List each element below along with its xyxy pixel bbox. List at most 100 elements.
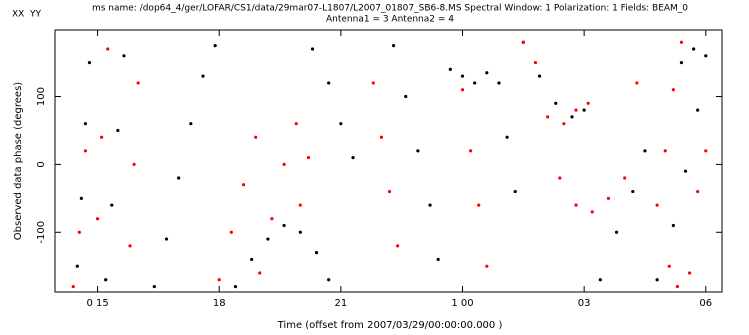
point bbox=[233, 284, 238, 289]
point bbox=[679, 40, 684, 44]
point bbox=[485, 71, 489, 75]
y-tick-label: 0 bbox=[36, 161, 47, 167]
point bbox=[477, 203, 481, 207]
y-tick-label: 100 bbox=[36, 87, 47, 106]
point bbox=[671, 88, 675, 92]
point bbox=[448, 67, 452, 71]
point bbox=[306, 156, 311, 160]
point bbox=[327, 81, 331, 85]
point bbox=[460, 74, 465, 78]
point bbox=[469, 149, 473, 153]
y-axis-label: Observed data phase (degrees) bbox=[13, 82, 24, 241]
x-tick-label: 0 15 bbox=[86, 298, 108, 309]
point bbox=[473, 81, 477, 85]
point bbox=[533, 60, 538, 65]
chart-subtitle: Antenna1 = 3 Antenna2 = 4 bbox=[326, 15, 454, 25]
point bbox=[683, 169, 688, 173]
plot-frame bbox=[54, 29, 723, 293]
point bbox=[396, 244, 400, 248]
point bbox=[379, 135, 384, 139]
point bbox=[696, 189, 700, 194]
point bbox=[229, 230, 233, 234]
point bbox=[436, 257, 440, 262]
point bbox=[83, 122, 88, 126]
point bbox=[521, 40, 525, 44]
x-axis-label: Time (offset from 2007/03/29/00:00:00.00… bbox=[277, 320, 503, 331]
point bbox=[371, 81, 375, 85]
x-tick-label: 1 00 bbox=[451, 298, 473, 309]
point bbox=[554, 101, 558, 105]
point bbox=[213, 44, 217, 48]
legend-entry: XX bbox=[12, 10, 24, 20]
x-tick-label: 21 bbox=[334, 298, 347, 309]
point bbox=[298, 203, 302, 207]
point bbox=[128, 244, 132, 248]
point bbox=[598, 278, 602, 282]
point bbox=[266, 237, 270, 241]
point bbox=[254, 135, 258, 139]
point bbox=[95, 217, 100, 221]
point bbox=[635, 81, 639, 85]
point bbox=[83, 149, 88, 153]
point bbox=[258, 271, 262, 275]
point bbox=[71, 284, 75, 289]
point bbox=[416, 149, 420, 153]
point bbox=[586, 101, 590, 105]
point bbox=[132, 162, 136, 166]
point bbox=[241, 183, 246, 187]
point bbox=[217, 278, 221, 282]
point bbox=[201, 74, 205, 78]
point bbox=[177, 176, 181, 180]
point bbox=[77, 230, 81, 234]
point bbox=[679, 60, 684, 65]
point bbox=[104, 278, 108, 282]
point bbox=[671, 223, 675, 228]
point bbox=[136, 81, 140, 85]
point bbox=[339, 122, 343, 126]
x-tick-label: 18 bbox=[213, 298, 226, 309]
point bbox=[692, 47, 696, 51]
point bbox=[106, 47, 110, 51]
point bbox=[655, 278, 659, 282]
point bbox=[460, 88, 465, 92]
point bbox=[189, 122, 193, 126]
point bbox=[590, 210, 594, 214]
point bbox=[667, 264, 671, 268]
point bbox=[298, 230, 302, 234]
point bbox=[79, 196, 83, 200]
point bbox=[387, 189, 392, 194]
point bbox=[282, 162, 286, 166]
point bbox=[497, 81, 501, 85]
point bbox=[546, 115, 550, 119]
point bbox=[485, 264, 489, 268]
point bbox=[250, 257, 254, 262]
point bbox=[537, 74, 542, 78]
point bbox=[570, 115, 574, 119]
point bbox=[116, 128, 120, 133]
point bbox=[164, 237, 169, 241]
point bbox=[122, 54, 126, 58]
point bbox=[294, 122, 298, 126]
point bbox=[643, 149, 647, 153]
point bbox=[623, 176, 627, 180]
point bbox=[675, 284, 679, 289]
point bbox=[663, 149, 667, 153]
point bbox=[327, 278, 331, 282]
point bbox=[152, 284, 156, 289]
point bbox=[574, 203, 578, 207]
point bbox=[696, 108, 700, 112]
point bbox=[110, 203, 114, 207]
point bbox=[100, 135, 104, 139]
x-tick-label: 03 bbox=[578, 298, 591, 309]
point bbox=[282, 223, 286, 228]
point bbox=[270, 217, 274, 221]
chart-title: ms name: /dop64_4/ger/LOFAR/CS1/data/29m… bbox=[92, 4, 688, 14]
point bbox=[87, 60, 92, 65]
point bbox=[505, 135, 509, 139]
point bbox=[428, 203, 432, 207]
point bbox=[391, 44, 396, 48]
x-tick-label: 06 bbox=[699, 298, 712, 309]
point bbox=[704, 54, 708, 58]
point bbox=[704, 149, 708, 153]
